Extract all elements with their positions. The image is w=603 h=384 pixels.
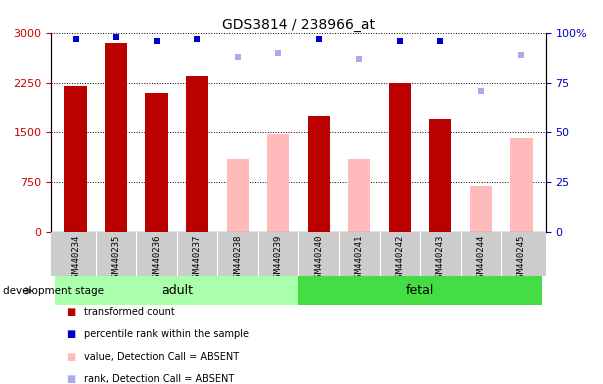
Bar xyxy=(267,134,289,232)
Bar xyxy=(389,83,411,232)
Text: GSM440242: GSM440242 xyxy=(396,235,404,283)
Text: GSM440244: GSM440244 xyxy=(476,235,485,283)
Bar xyxy=(105,43,127,232)
Text: GSM440237: GSM440237 xyxy=(193,235,201,283)
Text: rank, Detection Call = ABSENT: rank, Detection Call = ABSENT xyxy=(84,374,235,384)
Bar xyxy=(227,159,249,232)
Bar xyxy=(510,138,532,232)
Text: GSM440234: GSM440234 xyxy=(71,235,80,283)
Text: GSM440245: GSM440245 xyxy=(517,235,526,283)
Text: GSM440241: GSM440241 xyxy=(355,235,364,283)
Bar xyxy=(298,276,541,305)
Text: ■: ■ xyxy=(66,352,75,362)
Text: ■: ■ xyxy=(66,307,75,317)
Text: transformed count: transformed count xyxy=(84,307,175,317)
Text: percentile rank within the sample: percentile rank within the sample xyxy=(84,329,250,339)
Bar xyxy=(55,276,298,305)
Text: GSM440239: GSM440239 xyxy=(274,235,283,283)
Text: GSM440236: GSM440236 xyxy=(152,235,161,283)
Text: ■: ■ xyxy=(66,374,75,384)
Text: value, Detection Call = ABSENT: value, Detection Call = ABSENT xyxy=(84,352,239,362)
Bar xyxy=(186,76,208,232)
Text: fetal: fetal xyxy=(406,285,434,297)
Text: GSM440235: GSM440235 xyxy=(112,235,121,283)
Text: GSM440238: GSM440238 xyxy=(233,235,242,283)
Text: ■: ■ xyxy=(66,329,75,339)
Text: GSM440243: GSM440243 xyxy=(436,235,445,283)
Title: GDS3814 / 238966_at: GDS3814 / 238966_at xyxy=(222,18,375,31)
Bar xyxy=(429,119,452,232)
Text: adult: adult xyxy=(161,285,193,297)
Bar xyxy=(145,93,168,232)
Text: GSM440240: GSM440240 xyxy=(314,235,323,283)
Text: development stage: development stage xyxy=(3,286,104,296)
Bar xyxy=(348,159,370,232)
Bar xyxy=(65,86,87,232)
Bar xyxy=(470,186,492,232)
Bar xyxy=(308,116,330,232)
